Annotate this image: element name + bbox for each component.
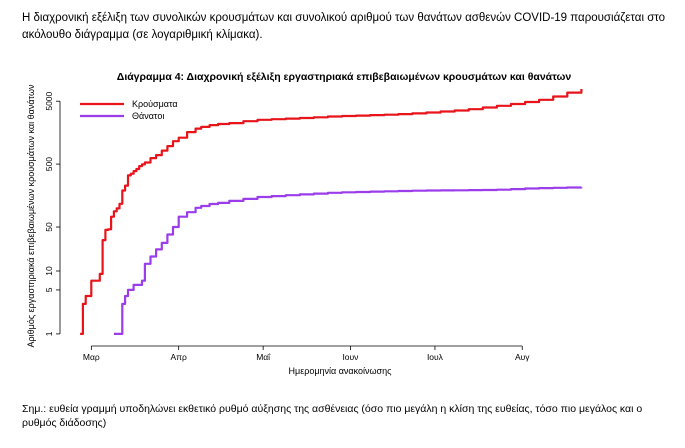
footnote: Σημ.: ευθεία γραμμή υποδηλώνει εκθετικό …: [22, 403, 643, 429]
legend-label-deaths: Θάνατοι: [132, 111, 164, 121]
series-line-deaths: [113, 186, 583, 335]
x-tick-label: Απρ: [170, 352, 187, 362]
series-lines: [80, 89, 583, 335]
x-tick-label: Ιουν: [342, 352, 358, 362]
y-axis-label: Αριθμός εργαστηριακά επιβεβαιωμένων κρου…: [26, 84, 36, 347]
series-line-cases: [80, 89, 583, 335]
y-tick-label: 10: [44, 266, 54, 276]
legend-label-cases: Κρούσματα: [132, 99, 178, 109]
y-tick-label: 50: [44, 222, 54, 232]
y-tick-label: 5000: [44, 91, 54, 110]
intro-paragraph: Η διαχρονική εξέλιξη των συνολικών κρουσ…: [22, 12, 666, 41]
y-tick-label: 5: [44, 287, 54, 292]
x-tick-label: Αυγ: [515, 352, 530, 362]
x-axis-label: Ημερομηνία ανακοίνωσης: [289, 366, 393, 376]
y-tick-label: 1: [44, 331, 54, 336]
legend: Κρούσματα Θάνατοι: [80, 99, 178, 121]
y-tick-label: 500: [44, 157, 54, 171]
x-tick-label: Μαΐ: [256, 352, 271, 362]
axes: 1 5 10 50 500 5000 Μαρ Απρ Μαΐ Ιουν Ιουλ Αυγ: [44, 91, 530, 362]
chart-title: Διάγραμμα 4: Διαχρονική εξέλιξη εργαστηρ…: [117, 71, 572, 83]
x-tick-label: Ιουλ: [427, 352, 444, 362]
x-tick-label: Μαρ: [83, 352, 100, 362]
